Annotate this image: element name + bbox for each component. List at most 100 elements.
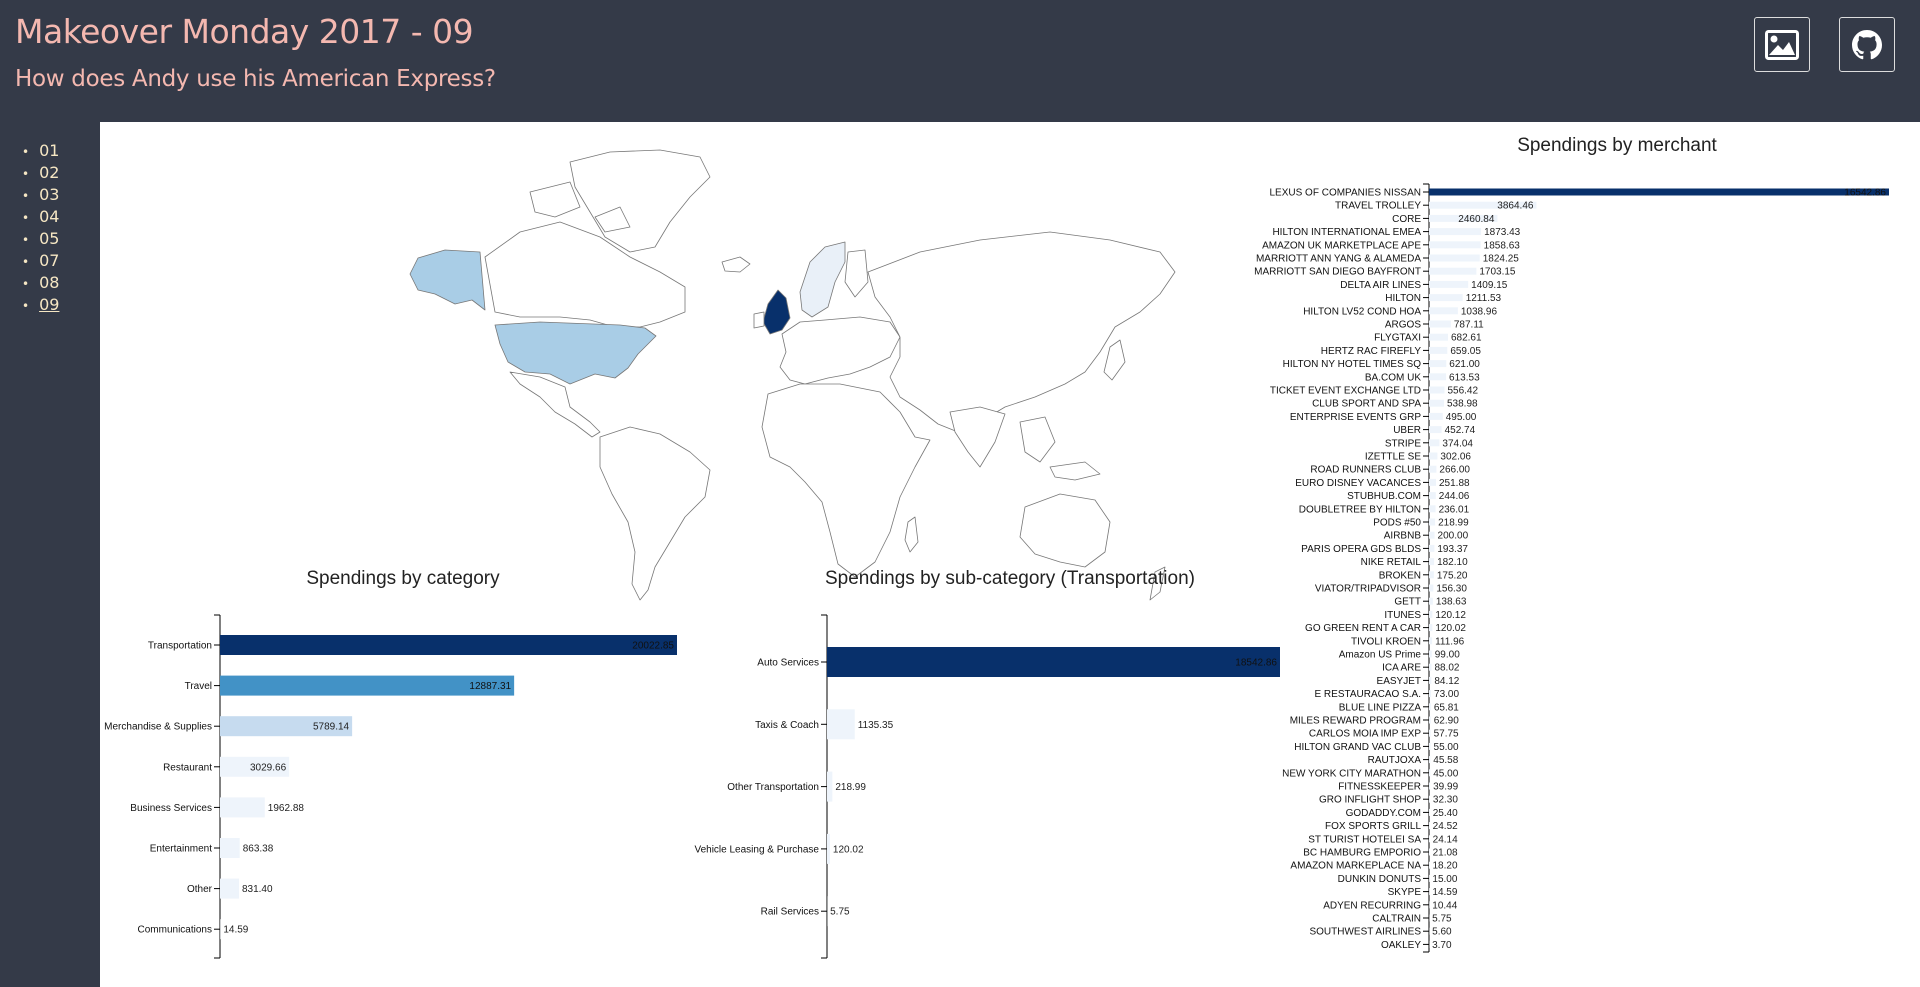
map-region-india[interactable] (949, 406, 1006, 468)
merchant-value-label: 18.20 (1433, 861, 1458, 872)
merchant-bar-euro-disney-vacances[interactable] (1429, 478, 1437, 486)
merchant-bar-gro-inflight-shop[interactable] (1429, 795, 1430, 803)
merchant-value-label: 84.12 (1434, 676, 1459, 687)
merchant-bar-hilton-ny-hotel-times-sq[interactable] (1429, 360, 1447, 368)
merchant-bar-hilton-grand-vac-club[interactable] (1429, 742, 1431, 750)
merchant-bar-travel-trolley[interactable] (1429, 201, 1537, 209)
merchant-bar-easyjet[interactable] (1429, 676, 1432, 684)
nav-item-05[interactable]: 05 (22, 228, 100, 250)
merchant-category-label: STUBHUB.COM (1347, 491, 1421, 502)
merchant-bar-core[interactable] (1429, 214, 1498, 222)
subcategory-bar-other-transportation[interactable] (827, 771, 833, 802)
category-bar-merchandise-supplies[interactable] (220, 716, 353, 737)
category-bar-entertainment[interactable] (220, 838, 240, 858)
category-category-label: Travel (185, 681, 212, 692)
merchant-bar-miles-reward-program[interactable] (1429, 716, 1431, 724)
merchant-bar-enterprise-events-grp[interactable] (1429, 412, 1443, 420)
merchant-bar-airbnb[interactable] (1429, 531, 1435, 539)
merchant-bar-broken[interactable] (1429, 571, 1434, 579)
nav-item-08[interactable]: 08 (22, 272, 100, 294)
map-country-finland[interactable] (844, 249, 869, 298)
merchant-bar-stripe[interactable] (1429, 439, 1440, 447)
map-continent-europe[interactable] (779, 316, 901, 385)
merchant-bar-amazon-us-prime[interactable] (1429, 650, 1432, 658)
merchant-bar-paris-opera-gds-blds[interactable] (1429, 544, 1435, 552)
nav-item-09[interactable]: 09 (22, 294, 100, 316)
subcategory-bar-vehicle-leasing-purchase[interactable] (827, 833, 830, 864)
merchant-bar-hertz-rac-firefly[interactable] (1429, 346, 1448, 354)
merchant-bar-stubhub-com[interactable] (1429, 492, 1436, 500)
merchant-bar-amazon-markeplace-na[interactable] (1429, 861, 1430, 869)
map-country-alaska[interactable] (409, 249, 486, 311)
category-bar-business-services[interactable] (220, 797, 265, 818)
merchant-bar-go-green-rent-a-car[interactable] (1429, 624, 1433, 632)
subcategory-category-label: Rail Services (761, 907, 819, 918)
merchant-category-label: BC HAMBURG EMPORIO (1303, 848, 1421, 859)
merchant-bar-rautjoxa[interactable] (1429, 756, 1431, 764)
subcategory-bar-auto-services[interactable] (827, 647, 1280, 677)
merchant-bar-lexus-of-companies-nissan[interactable] (1429, 188, 1889, 196)
merchant-category-label: ST TURIST HOTELEI SA (1308, 834, 1421, 845)
merchant-bar-marriott-san-diego-bayfront[interactable] (1429, 267, 1477, 275)
merchant-bar-new-york-city-marathon[interactable] (1429, 769, 1431, 777)
merchant-bar-carlos-moia-imp-exp[interactable] (1429, 729, 1431, 737)
merchant-bar-fox-sports-grill[interactable] (1429, 822, 1430, 830)
merchant-bar-argos[interactable] (1429, 320, 1451, 328)
nav-item-01[interactable]: 01 (22, 140, 100, 162)
category-bar-travel[interactable] (220, 675, 515, 696)
merchant-bar-godaddy-com[interactable] (1429, 808, 1430, 816)
merchant-bar-ica-are[interactable] (1429, 663, 1432, 671)
merchant-bar-blue-line-pizza[interactable] (1429, 703, 1431, 711)
merchant-bar-hilton-lv52-cond-hoa[interactable] (1429, 307, 1458, 315)
nav-item-03[interactable]: 03 (22, 184, 100, 206)
merchant-bar-flygtaxi[interactable] (1429, 333, 1448, 341)
map-continent-australia[interactable] (1019, 493, 1111, 568)
merchant-bar-uber[interactable] (1429, 426, 1442, 434)
merchant-bar-marriott-ann-yang-alameda[interactable] (1429, 254, 1480, 262)
map-country-new-zealand[interactable] (1149, 566, 1166, 601)
map-country-madagascar[interactable] (904, 516, 919, 553)
merchant-bar-club-sport-and-spa[interactable] (1429, 399, 1444, 407)
map-country-united-kingdom[interactable] (762, 289, 791, 335)
merchant-bar-gett[interactable] (1429, 597, 1433, 605)
nav-item-04[interactable]: 04 (22, 206, 100, 228)
merchant-bar-road-runners-club[interactable] (1429, 465, 1437, 473)
map-country-norway-sweden[interactable] (799, 241, 846, 318)
merchant-bar-ticket-event-exchange-ltd[interactable] (1429, 386, 1445, 394)
merchant-bar-hilton[interactable] (1429, 294, 1463, 302)
merchant-bar-viator-tripadvisor[interactable] (1429, 584, 1434, 592)
merchant-bar-hilton-international-emea[interactable] (1429, 228, 1482, 236)
image-button[interactable] (1754, 17, 1810, 72)
map-continent-asia[interactable] (867, 231, 1176, 433)
merchant-bar-tivoli-kroen[interactable] (1429, 637, 1433, 645)
merchant-bar-e-restauracao-s-a[interactable] (1429, 690, 1432, 698)
map-country-iceland[interactable] (721, 256, 751, 273)
category-bar-transportation[interactable] (220, 635, 677, 655)
map-country-ireland[interactable] (753, 311, 765, 329)
github-button[interactable] (1839, 17, 1895, 72)
merchant-bar-delta-air-lines[interactable] (1429, 280, 1469, 288)
category-bar-restaurant[interactable] (220, 756, 290, 777)
merchant-bar-doubletree-by-hilton[interactable] (1429, 505, 1436, 513)
merchant-bar-amazon-uk-marketplace-ape[interactable] (1429, 241, 1481, 249)
map-continent-africa[interactable] (761, 383, 931, 578)
merchant-bar-nike-retail[interactable] (1429, 558, 1435, 566)
map-continent-south-america[interactable] (599, 426, 711, 601)
map-country-united-states[interactable] (494, 321, 657, 385)
map-country-canada[interactable] (484, 221, 686, 328)
merchant-bar-ba-com-uk[interactable] (1429, 373, 1447, 381)
merchant-bar-st-turist-hotelei-sa[interactable] (1429, 835, 1430, 843)
merchant-bar-bc-hamburg-emporio[interactable] (1429, 848, 1430, 856)
merchant-bar-fitnesskeeper[interactable] (1429, 782, 1431, 790)
merchant-bar-izettle-se[interactable] (1429, 452, 1438, 460)
merchant-category-label: BROKEN (1379, 570, 1421, 581)
map-country-mexico[interactable] (509, 371, 601, 438)
category-bar-other[interactable] (220, 878, 239, 899)
merchant-bar-pods-50[interactable] (1429, 518, 1436, 526)
merchant-bar-itunes[interactable] (1429, 610, 1433, 618)
subcategory-bar-taxis-coach[interactable] (827, 709, 855, 740)
map-country-japan[interactable] (1103, 339, 1126, 381)
nav-item-07[interactable]: 07 (22, 250, 100, 272)
nav-item-02[interactable]: 02 (22, 162, 100, 184)
map-region-southeast-asia[interactable] (1019, 416, 1101, 481)
